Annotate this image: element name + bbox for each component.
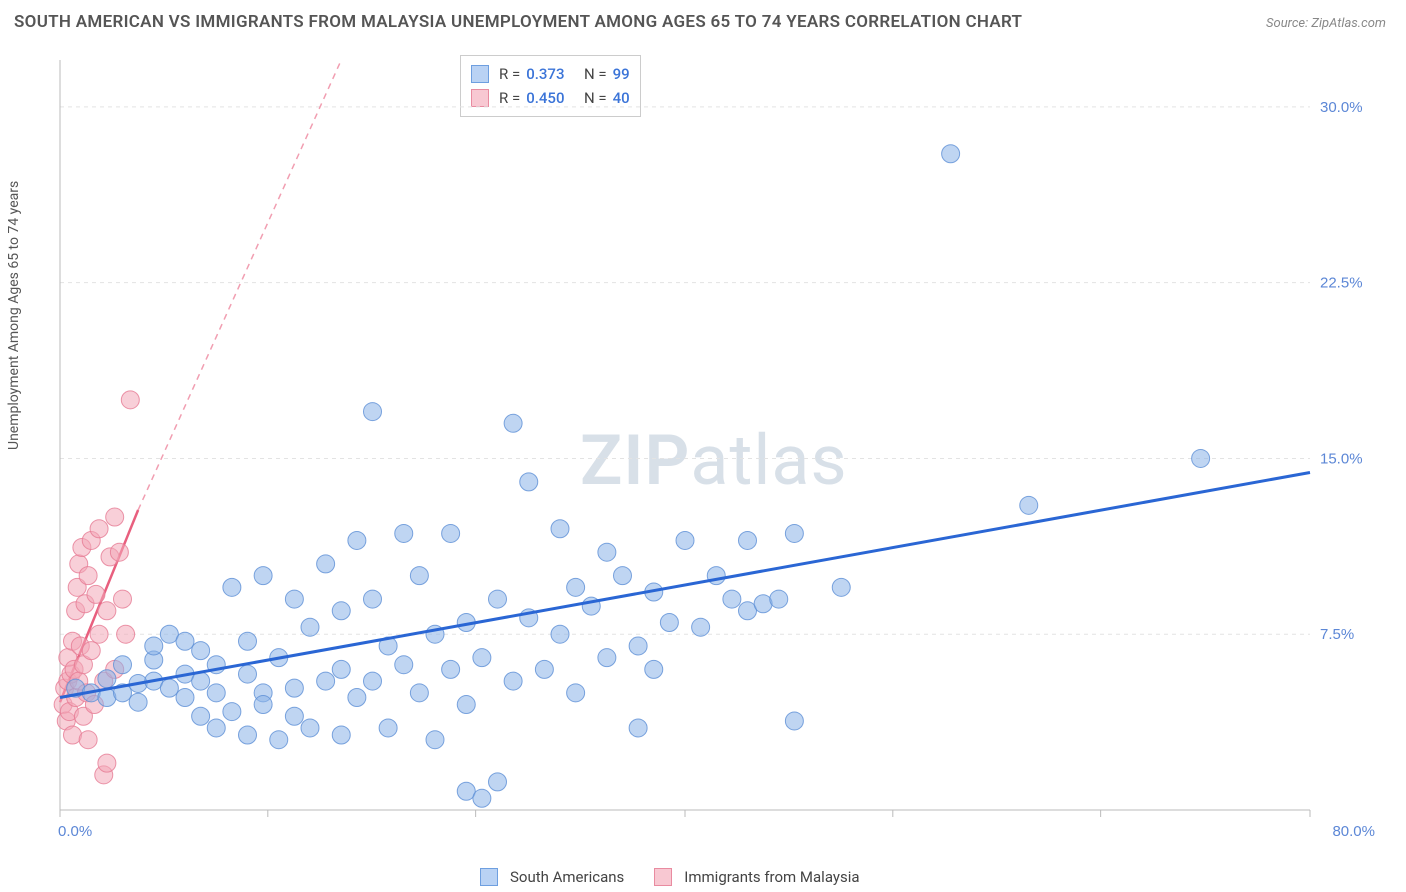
legend-swatch-series1 xyxy=(480,868,498,886)
svg-text:30.0%: 30.0% xyxy=(1320,99,1363,116)
chart-svg: 7.5% 15.0% 22.5% 30.0% 0.0% 80.0% xyxy=(50,50,1380,850)
scatter-chart: 7.5% 15.0% 22.5% 30.0% 0.0% 80.0% xyxy=(50,50,1380,850)
svg-text:15.0%: 15.0% xyxy=(1320,450,1363,467)
svg-text:0.0%: 0.0% xyxy=(58,823,92,840)
svg-text:22.5%: 22.5% xyxy=(1320,275,1363,292)
series-legend: South Americans Immigrants from Malaysia xyxy=(480,868,860,886)
legend-item-series2: Immigrants from Malaysia xyxy=(654,868,859,886)
chart-title: SOUTH AMERICAN VS IMMIGRANTS FROM MALAYS… xyxy=(14,12,1022,32)
svg-text:80.0%: 80.0% xyxy=(1332,823,1375,840)
svg-text:7.5%: 7.5% xyxy=(1320,626,1354,643)
y-axis-label: Unemployment Among Ages 65 to 74 years xyxy=(6,181,22,450)
legend-label-series1: South Americans xyxy=(510,868,624,886)
legend-item-series1: South Americans xyxy=(480,868,624,886)
legend-swatch-series2 xyxy=(654,868,672,886)
source-attribution: Source: ZipAtlas.com xyxy=(1266,16,1386,31)
legend-label-series2: Immigrants from Malaysia xyxy=(684,868,859,886)
